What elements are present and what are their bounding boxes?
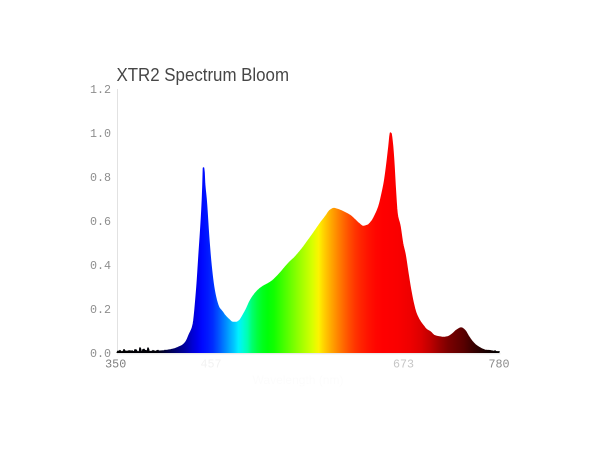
svg-text:1.0: 1.0 [90, 127, 111, 141]
svg-text:Wavelength (nm): Wavelength (nm) [253, 373, 344, 387]
svg-text:457: 457 [200, 358, 221, 372]
svg-text:673: 673 [393, 358, 414, 372]
svg-text:0.6: 0.6 [90, 215, 111, 229]
svg-text:XTR2 Spectrum Bloom: XTR2 Spectrum Bloom [117, 64, 290, 85]
svg-text:0.2: 0.2 [90, 303, 111, 317]
svg-text:350: 350 [105, 358, 126, 372]
svg-text:0.0: 0.0 [90, 347, 111, 361]
svg-text:780: 780 [488, 358, 509, 372]
svg-text:0.8: 0.8 [90, 171, 111, 185]
svg-text:1.2: 1.2 [90, 83, 111, 97]
svg-text:0.4: 0.4 [90, 259, 111, 273]
